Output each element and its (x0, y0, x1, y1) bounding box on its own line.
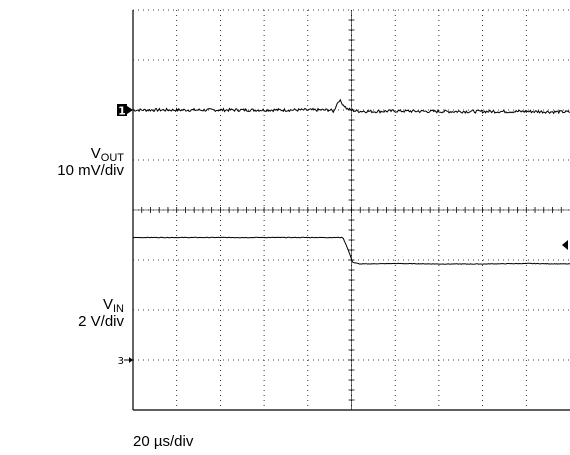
vin-symbol: V (102, 296, 113, 313)
channel-3-marker-label: 3 (118, 356, 124, 367)
timebase-label: 20 µs/div (133, 433, 194, 450)
channel-3-marker-arrow (129, 357, 133, 363)
channel-1-marker-box (117, 104, 127, 116)
channel-1-marker-label: 1 (118, 105, 126, 118)
vin-axis-label: VIN 2 V/div (0, 296, 124, 330)
trace-1 (132, 98, 570, 115)
vin-subscript: IN (113, 303, 124, 315)
vout-scale: 10 mV/div (57, 162, 124, 179)
vout-symbol: V (90, 145, 101, 162)
vout-subscript: OUT (100, 152, 124, 164)
trace-2 (132, 236, 570, 265)
trigger-level-marker (562, 240, 568, 250)
vout-axis-label: VOUT 10 mV/div (0, 145, 124, 179)
channel-1-marker-arrow (127, 106, 133, 114)
vin-scale: 2 V/div (78, 313, 124, 330)
